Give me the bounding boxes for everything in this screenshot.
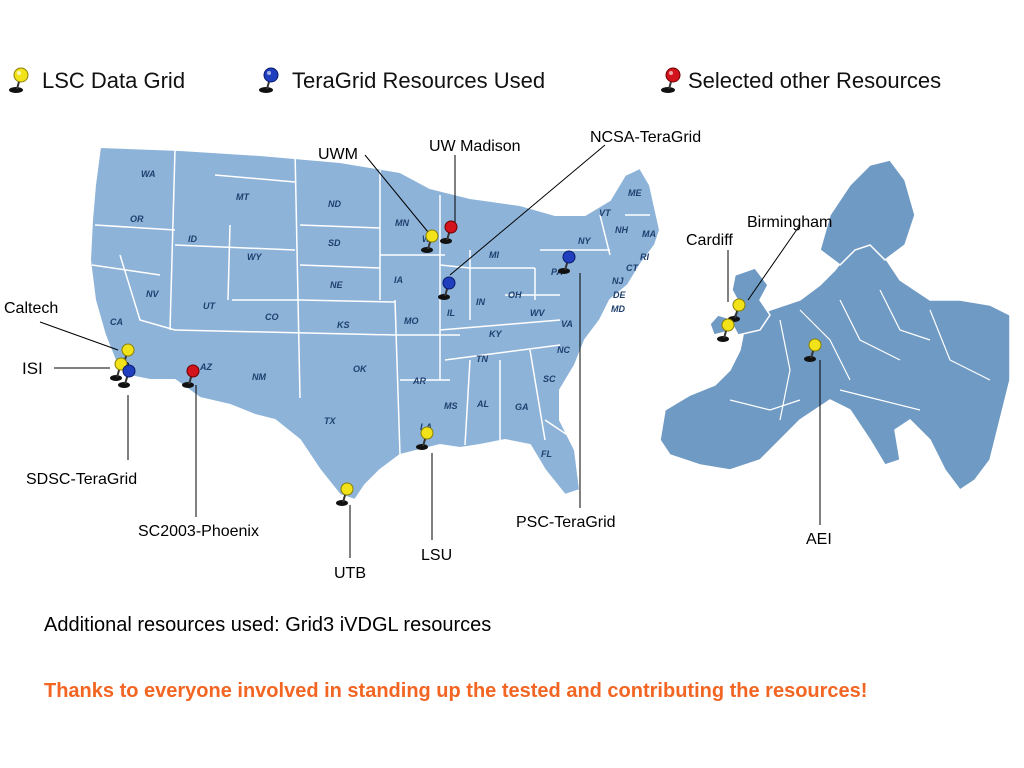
lsu-label: LSU: [421, 547, 452, 564]
state-label: MD: [611, 304, 625, 314]
ncsa-leader: [449, 144, 606, 276]
state-label: SD: [328, 238, 341, 248]
aei-pushpin[interactable]: [803, 338, 822, 363]
leader-lines: [39, 144, 821, 558]
state-label: IA: [394, 275, 403, 285]
utb-label: UTB: [334, 565, 366, 582]
psc-pushpin[interactable]: [557, 250, 576, 275]
state-label: MS: [444, 401, 458, 411]
ncsa-pushpin[interactable]: [437, 276, 456, 301]
state-label: TN: [476, 354, 488, 364]
state-label: DE: [613, 290, 626, 300]
sdsc-label: SDSC-TeraGrid: [26, 471, 137, 488]
state-label: OH: [508, 290, 522, 300]
state-label: AL: [476, 399, 489, 409]
isi-label: ISI: [22, 359, 43, 378]
birmingham-leader: [747, 224, 801, 301]
state-label: AZ: [199, 362, 212, 372]
state-borders: [91, 149, 650, 456]
site-labels: UWM UW Madison NCSA-TeraGrid Caltech ISI…: [4, 129, 832, 582]
state-label: KY: [489, 329, 502, 339]
cardiff-label: Cardiff: [686, 232, 733, 249]
uwm-label: UWM: [318, 146, 358, 163]
state-label: SC: [543, 374, 556, 384]
state-label: ID: [188, 234, 198, 244]
red-pushpin-icon: [661, 67, 681, 93]
pushpins: [109, 220, 822, 507]
scandinavia: [819, 159, 916, 266]
uwm-leader: [364, 154, 429, 233]
state-label: OR: [130, 214, 144, 224]
europe-map: [659, 159, 1011, 492]
cardiff-pushpin[interactable]: [716, 318, 735, 343]
sc2003-pushpin[interactable]: [181, 364, 200, 389]
legend-selected-label: Selected other Resources: [688, 68, 942, 93]
state-label: TX: [324, 416, 336, 426]
caltech-pushpin[interactable]: [116, 343, 135, 368]
state-label: CA: [110, 317, 123, 327]
state-label: NJ: [612, 276, 624, 286]
state-label: ME: [628, 188, 642, 198]
us-landmass: [88, 145, 662, 502]
yellow-pushpin-icon: [9, 67, 29, 93]
legend-teragrid: TeraGrid Resources Used: [258, 64, 545, 98]
state-label: AR: [412, 376, 426, 386]
ncsa-label: NCSA-TeraGrid: [590, 129, 701, 146]
additional-resources-note: Additional resources used: Grid3 iVDGL r…: [44, 614, 492, 636]
state-label: NM: [252, 372, 266, 382]
state-label: ND: [328, 199, 341, 209]
resource-map: WA OR CA ID NV MT WY UT AZ CO NM ND SD N…: [4, 129, 1011, 582]
state-label: WV: [530, 308, 545, 318]
europe-mainland: [659, 239, 1011, 492]
state-label: NE: [330, 280, 343, 290]
aei-label: AEI: [806, 531, 832, 548]
uw-madison-label: UW Madison: [429, 138, 521, 155]
state-label: WY: [247, 252, 262, 262]
birmingham-pushpin[interactable]: [727, 298, 746, 323]
state-label: NC: [557, 345, 570, 355]
blue-pushpin-icon: [259, 67, 279, 93]
state-label: VA: [561, 319, 573, 329]
sdsc-pushpin[interactable]: [117, 364, 136, 389]
sc2003-label: SC2003-Phoenix: [138, 523, 259, 540]
state-label: OK: [353, 364, 368, 374]
state-label: PA: [551, 267, 563, 277]
legend-lsc: LSC Data Grid: [8, 64, 185, 98]
us-map: WA OR CA ID NV MT WY UT AZ CO NM ND SD N…: [88, 145, 662, 502]
state-label: MN: [395, 218, 409, 228]
state-labels: WA OR CA ID NV MT WY UT AZ CO NM ND SD N…: [110, 169, 656, 459]
state-label: VT: [599, 208, 612, 218]
state-label: MA: [642, 229, 656, 239]
legend-teragrid-label: TeraGrid Resources Used: [292, 68, 546, 93]
state-label: WA: [141, 169, 156, 179]
state-label: NY: [578, 236, 591, 246]
psc-label: PSC-TeraGrid: [516, 514, 616, 531]
thanks-message: Thanks to everyone involved in standing …: [44, 680, 868, 702]
utb-pushpin[interactable]: [335, 482, 354, 507]
state-label: NH: [615, 225, 628, 235]
state-label: IN: [476, 297, 486, 307]
legend-selected: Selected other Resources: [660, 64, 941, 98]
state-label: IL: [447, 308, 455, 318]
state-label: KS: [337, 320, 350, 330]
state-label: RI: [640, 252, 649, 262]
birmingham-label: Birmingham: [747, 214, 832, 231]
uwm-pushpin[interactable]: [420, 229, 439, 254]
state-label: MI: [489, 250, 499, 260]
country-borders: [729, 289, 991, 421]
state-label: CT: [626, 263, 639, 273]
legend-lsc-label: LSC Data Grid: [42, 68, 186, 93]
caltech-label: Caltech: [4, 300, 58, 317]
state-label: MO: [404, 316, 419, 326]
state-label: GA: [515, 402, 529, 412]
state-label: FL: [541, 449, 552, 459]
lsu-pushpin[interactable]: [415, 426, 434, 451]
state-label: CO: [265, 312, 279, 322]
state-label: MT: [236, 192, 250, 202]
state-label: UT: [203, 301, 216, 311]
uw-madison-pushpin[interactable]: [439, 220, 458, 245]
state-label: NV: [146, 289, 159, 299]
caltech-leader: [39, 321, 119, 351]
